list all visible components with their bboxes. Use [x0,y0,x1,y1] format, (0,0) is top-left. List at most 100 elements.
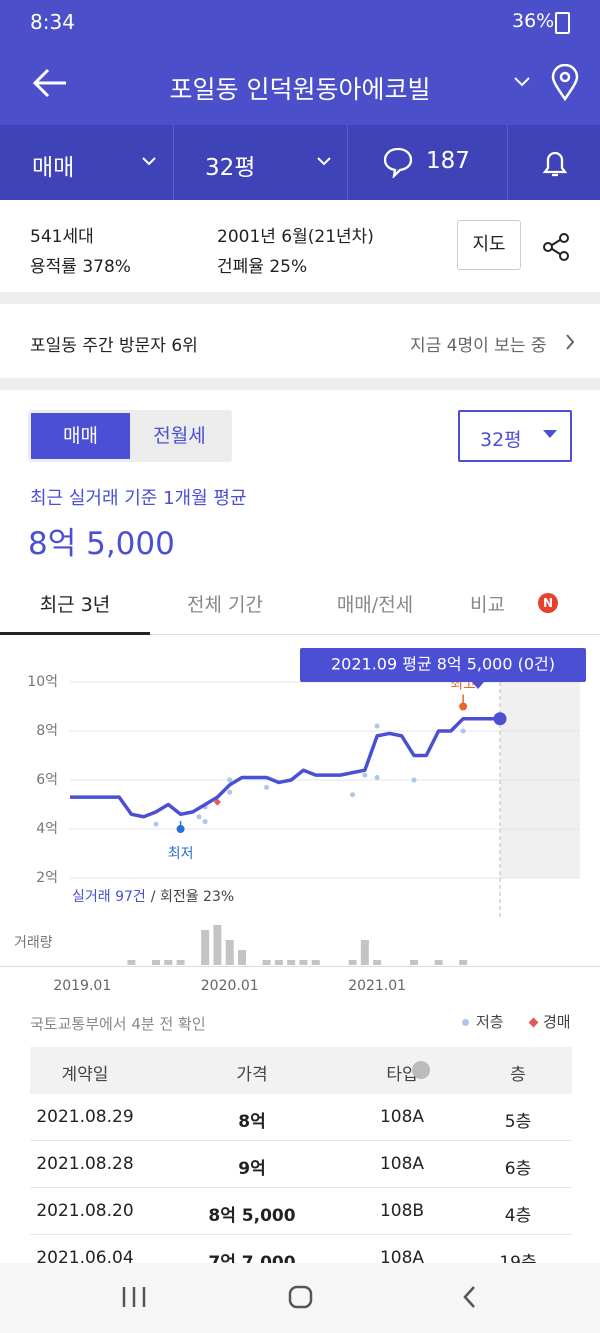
table-cell: 108A [379,1107,425,1127]
status-bar [0,0,600,40]
viewers-now[interactable]: 지금 4명이 보는 중 [410,336,547,356]
divider [347,125,348,200]
table-cell: 4층 [504,1206,532,1226]
back-button[interactable] [30,65,70,101]
share-button[interactable] [542,232,572,262]
new-badge: N [538,593,558,613]
volume-bar [225,940,234,965]
trade-point [362,772,368,778]
map-button[interactable]: 지도 [457,220,521,270]
size-select[interactable] [458,410,572,462]
y-tick-label: 2억 [36,870,58,886]
trade-point [374,775,380,781]
separator [0,378,600,390]
volume-bar [434,960,443,965]
annotation-label: 최저 [168,846,194,862]
auction-point [213,798,221,806]
trade-point [196,814,202,820]
row-border [30,1234,572,1235]
size-tab[interactable]: 32평 [205,155,256,181]
trade-point [350,792,356,798]
volume-bar [201,930,210,965]
recent-apps[interactable] [120,1285,148,1309]
volume-bar [373,960,382,965]
volume-bar [360,940,369,965]
x-tick-label: 2021.01 [348,978,406,994]
status-time: 8:34 [30,10,75,34]
title-dropdown[interactable] [512,75,532,89]
table-cell: 108A [379,1154,425,1174]
toggle-deal[interactable]: 매매 [31,413,130,459]
price-line [70,717,500,819]
trade-summary: 실거래 97건 / 회전율 23% [72,889,234,905]
toggle-rent[interactable]: 전월세 [153,425,206,447]
period-tab[interactable]: 전체 기간 [187,594,263,616]
period-tab[interactable]: 최근 3년 [39,594,111,616]
caret [543,430,557,438]
legend-swatch [462,1019,469,1026]
tab-indicator [0,632,150,635]
volume-bar [262,960,271,965]
legend-swatch [528,1017,539,1028]
trade-point [411,777,417,783]
table-header-bg [30,1047,572,1094]
average-price: 8억 5,000 [28,526,175,562]
volume-bar [299,960,308,965]
volume-bar [348,960,357,965]
y-tick-label: 10억 [27,674,58,690]
volume-bar [213,925,222,965]
separator [0,966,600,967]
volume-bar [176,960,185,965]
deal-tab[interactable]: 매매 [32,155,75,181]
trade-point [374,723,380,729]
battery: 36% [512,10,555,32]
header-title: 포일동 인덕원동아에코빌 [169,75,431,104]
trade-point [264,784,270,790]
built-date: 2001년 6월(21년차) [217,227,374,247]
home-button[interactable] [287,1284,315,1310]
table-cell: 9억 [238,1159,266,1179]
volume-bar [164,960,173,965]
trade-point [153,821,159,827]
period-tab[interactable]: 비교 [470,594,505,616]
legend-label: 저층 [476,1013,504,1031]
tooltip-pointer [472,682,484,689]
volume-bar [410,960,418,965]
trade-count: 실거래 97건 [72,889,146,905]
table-cell: 108B [379,1201,425,1221]
comment-count[interactable]: 187 [426,148,470,174]
column-header: 계약일 [61,1065,109,1085]
tab-border [0,634,600,635]
column-header: 타입 [386,1065,418,1085]
trade-point [227,777,233,783]
visitor-rank: 포일동 주간 방문자 6위 [30,336,198,356]
annotation-point [459,702,468,711]
turnover: / 회전율 23% [151,889,234,905]
x-tick-label: 2019.01 [53,978,111,994]
volume-bar [459,960,468,965]
table-cell: 6층 [504,1159,532,1179]
bell-button[interactable] [540,146,570,180]
x-tick-label: 2020.01 [201,978,259,994]
floor-area-ratio: 용적률 378% [30,257,131,277]
tooltip-text: 2021.09 평균 8억 5,000 (0건) [331,655,555,674]
volume-bar [127,960,136,965]
row-border [30,1140,572,1141]
chevron [142,157,156,166]
table-cell: 2021.08.20 [36,1201,134,1221]
back-nav[interactable] [460,1284,480,1310]
tooltip [300,648,586,682]
trade-point [202,819,208,825]
volume-bar [311,960,320,965]
chevron-right [566,334,575,350]
location-button[interactable] [550,64,580,102]
period-tab[interactable]: 매매/전세 [336,594,414,616]
table-cell: 5층 [504,1112,532,1132]
volume-bar [274,960,283,965]
legend-label: 경매 [543,1013,571,1031]
column-header: 가격 [236,1065,268,1085]
y-tick-label: 8억 [36,723,58,739]
volume-bar [152,960,160,965]
